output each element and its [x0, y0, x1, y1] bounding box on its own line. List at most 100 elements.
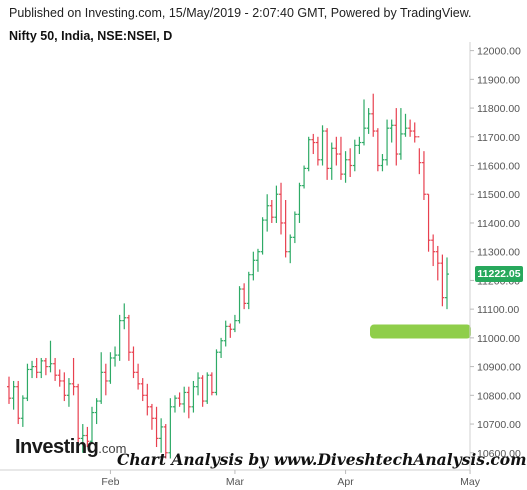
ohlc-bar — [389, 119, 394, 143]
ohlc-bar — [412, 122, 417, 143]
y-axis: 10600.00 10700.00 10800.00 10900.00 11000.00… — [470, 46, 521, 460]
ohlc-bar — [168, 398, 173, 459]
ohlc-bar — [62, 372, 67, 402]
ohlc-bar — [297, 182, 302, 223]
support-zone — [370, 324, 471, 339]
logo-text: Investing — [15, 436, 99, 458]
ohlc-bar — [16, 380, 21, 425]
ohlc-bar — [435, 245, 440, 281]
ohlc-bar — [237, 286, 242, 324]
x-tick-label: Apr — [337, 476, 354, 488]
ohlc-bar — [417, 136, 422, 175]
ohlc-bar — [246, 271, 251, 310]
y-tick-label: 11600.00 — [477, 161, 520, 173]
ohlc-bar — [242, 283, 247, 310]
support-marker — [370, 324, 471, 339]
ohlc-bar — [232, 314, 237, 333]
ohlc-bar — [334, 136, 339, 166]
ohlc-bar — [292, 211, 297, 244]
x-tick-label: Feb — [101, 476, 119, 488]
ohlc-bar — [214, 349, 219, 396]
ohlc-bar — [283, 199, 288, 258]
ohlc-bar — [140, 378, 145, 402]
ohlc-bar — [255, 248, 260, 272]
ohlc-bar — [352, 139, 357, 172]
ohlc-bar — [186, 386, 191, 419]
ohlc-bar — [357, 136, 362, 155]
ohlc-bar — [251, 251, 256, 281]
ohlc-bar — [71, 357, 76, 396]
ohlc-bar — [94, 398, 99, 425]
ohlc-bar — [348, 148, 353, 178]
ohlc-bar — [99, 352, 104, 404]
ohlc-bar — [394, 108, 399, 166]
investing-logo: Investing.com — [15, 436, 126, 459]
ohlc-bar — [136, 363, 141, 390]
logo-suffix: .com — [98, 441, 127, 456]
x-tick-label: May — [460, 476, 481, 488]
y-tick-label: 11300.00 — [477, 247, 520, 259]
ohlc-bar — [196, 372, 201, 396]
ohlc-bar — [205, 372, 210, 404]
ohlc-bar — [113, 346, 118, 367]
ohlc-bar — [445, 257, 449, 310]
ohlc-bar — [398, 108, 403, 160]
ohlc-bar — [25, 363, 30, 402]
ohlc-bar — [34, 357, 39, 379]
ohlc-bar — [421, 151, 426, 200]
ohlc-bar — [145, 383, 150, 416]
ohlc-bar — [177, 392, 182, 407]
ohlc-bar — [48, 340, 53, 373]
ohlc-bar — [108, 352, 113, 384]
ohlc-bar — [223, 320, 228, 347]
ohlc-bar — [7, 376, 11, 404]
ohlc-bar — [366, 108, 371, 134]
ohlc-bar — [172, 395, 177, 413]
y-tick-label: 10800.00 — [477, 390, 521, 402]
ohlc-bar — [43, 357, 48, 376]
ohlc-bar — [408, 119, 413, 137]
ohlc-bar — [103, 363, 108, 396]
ohlc-bar — [200, 375, 205, 407]
ohlc-bar — [66, 378, 71, 407]
ohlc-bar — [362, 99, 367, 146]
ohlc-bar — [209, 372, 214, 396]
ohlc-bar — [219, 337, 224, 358]
y-tick-label: 10900.00 — [477, 362, 521, 374]
ohlc-bar — [11, 380, 16, 410]
last-price-tag: 11222.05 — [475, 266, 523, 283]
y-tick-label: 11800.00 — [477, 103, 520, 115]
y-tick-label: 11900.00 — [477, 74, 520, 86]
symbol-title: Nifty 50, India, NSE:NSEI, D — [9, 29, 173, 43]
ohlc-bar — [338, 136, 343, 180]
y-tick-label: 11100.00 — [477, 304, 519, 316]
ohlc-bar — [126, 314, 131, 361]
ohlc-bar — [385, 119, 390, 166]
ohlc-bar — [431, 234, 436, 267]
ohlc-bar — [163, 424, 168, 459]
ohlc-bar — [85, 426, 90, 448]
y-tick-label: 12000.00 — [477, 46, 521, 58]
ohlc-bar — [375, 128, 380, 172]
ohlc-bar — [228, 323, 233, 338]
ohlc-bar — [30, 360, 35, 379]
ohlc-bar — [117, 314, 122, 361]
ohlc-bar — [260, 217, 265, 255]
x-axis: FebMarAprMay2 — [101, 470, 481, 488]
ohlc-bar — [302, 165, 307, 189]
ohlc-bar — [306, 136, 311, 172]
y-tick-label: 11700.00 — [477, 132, 520, 144]
y-tick-label: 11400.00 — [477, 218, 520, 230]
ohlc-bar — [76, 383, 81, 448]
price-bars — [7, 93, 449, 459]
ohlc-bar — [269, 199, 274, 223]
ohlc-bar — [57, 369, 62, 387]
ohlc-bar — [53, 357, 58, 381]
ohlc-bar — [311, 133, 316, 155]
ohlc-bar — [279, 182, 284, 235]
ohlc-bar — [320, 125, 325, 166]
ohlc-bar — [149, 403, 154, 430]
ohlc-bar — [403, 113, 408, 137]
ohlc-bar — [440, 254, 445, 307]
